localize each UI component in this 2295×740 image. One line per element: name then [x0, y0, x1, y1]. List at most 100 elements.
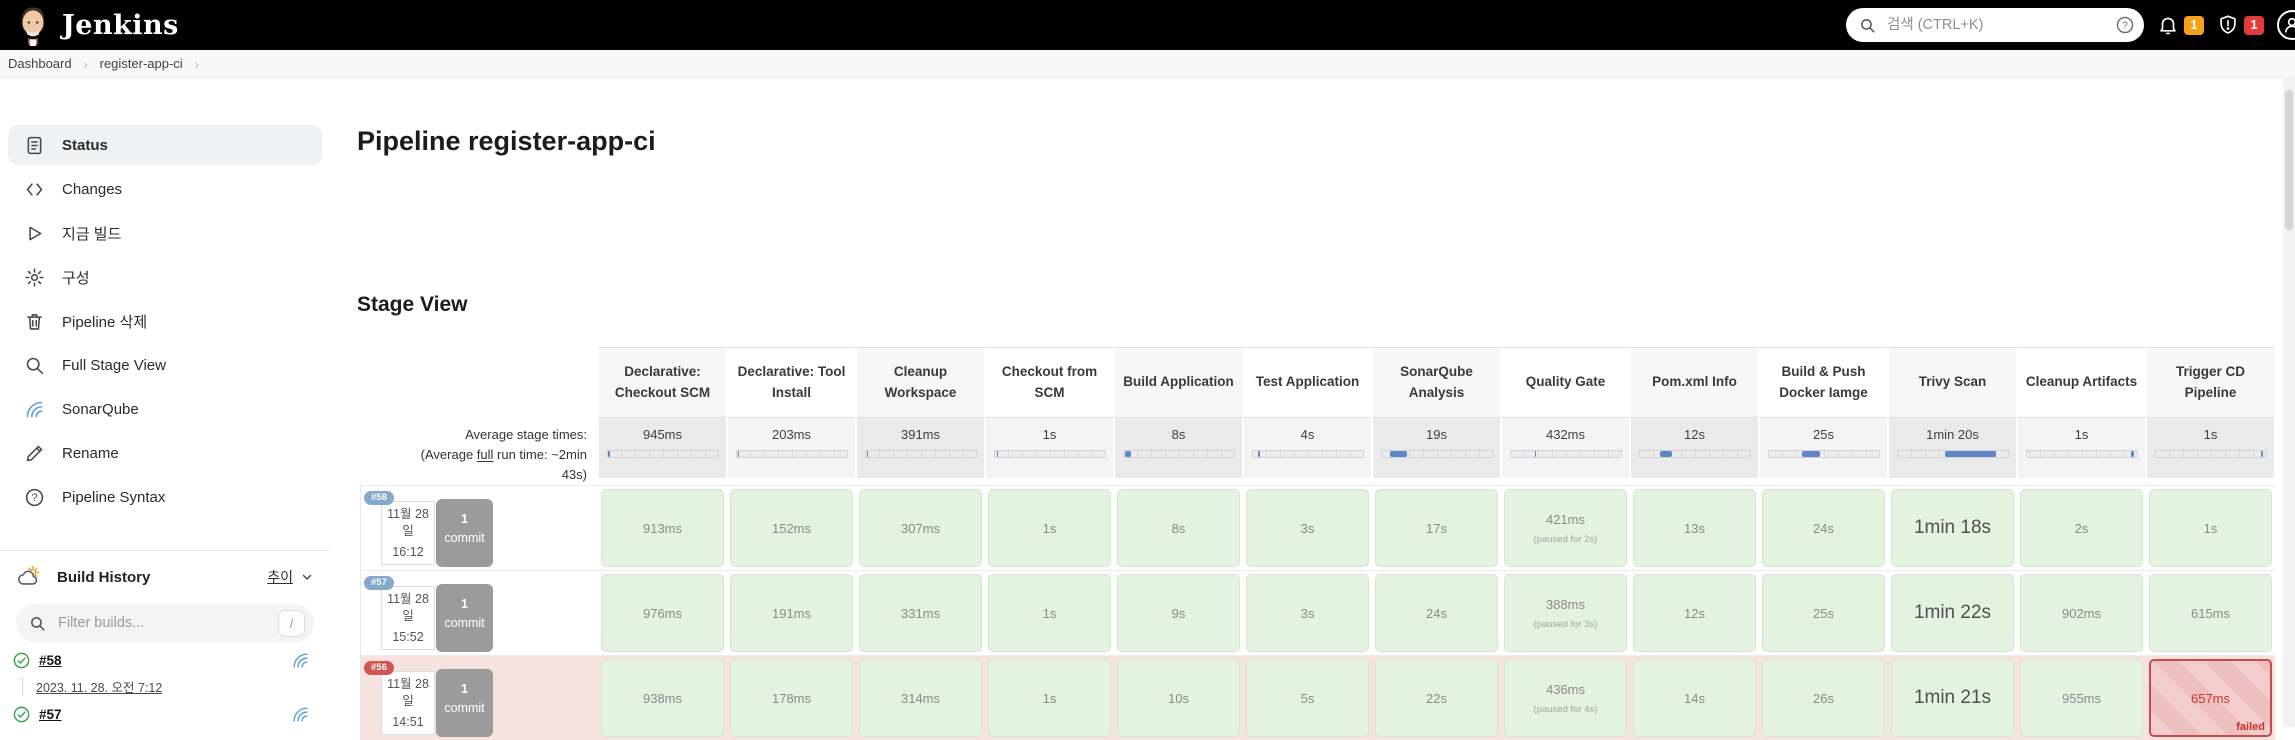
security-shield-icon[interactable] [2217, 14, 2239, 36]
stage-result-success[interactable]: 13s [1633, 489, 1756, 568]
stage-result-success[interactable]: 314ms [859, 659, 982, 738]
sonarqube-wave-icon[interactable] [291, 651, 310, 670]
trend-dropdown[interactable]: 추이 [267, 567, 314, 587]
stage-result-success[interactable]: 902ms [2020, 574, 2143, 653]
sidebar-item-trash[interactable]: Pipeline 삭제 [8, 301, 322, 341]
stage-result-success[interactable]: 1min 22s [1891, 574, 2014, 653]
average-value: 1s [1042, 427, 1057, 442]
commit-box[interactable]: 1 commit [436, 499, 493, 568]
stage-result-success[interactable]: 3s [1246, 489, 1369, 568]
search-input[interactable] [1885, 16, 2106, 34]
sonarqube-wave-icon[interactable] [291, 705, 310, 724]
breadcrumb-item[interactable]: Dashboard [8, 56, 72, 71]
stage-result-success[interactable]: 2s [2020, 489, 2143, 568]
build-date: 11월 28일 [387, 677, 429, 709]
stage-result-success[interactable]: 26s [1762, 659, 1885, 738]
vertical-scrollbar[interactable] [2283, 78, 2295, 727]
jenkins-logo[interactable]: Jenkins [16, 4, 179, 46]
stage-cell: 9s [1114, 571, 1243, 655]
stage-result-success[interactable]: 1s [988, 574, 1111, 653]
stage-result-success[interactable]: 1s [2149, 489, 2272, 568]
stage-result-success[interactable]: 1min 21s [1891, 659, 2014, 738]
sidebar-item-search[interactable]: Full Stage View [8, 345, 322, 385]
stage-cell: 22s [1372, 656, 1501, 740]
stage-result-success[interactable]: 9s [1117, 574, 1240, 653]
stage-result-success[interactable]: 388ms (paused for 3s) [1504, 574, 1627, 653]
notifications-bell-icon[interactable] [2157, 14, 2179, 36]
notification-count-badge[interactable]: 1 [2184, 15, 2204, 35]
scrollbar-thumb[interactable] [2285, 90, 2293, 230]
top-navigation-bar: Jenkins ? 1 1 [0, 0, 2295, 50]
stage-column-header: Trivy Scan [1887, 347, 2016, 418]
sidebar-item-pencil[interactable]: Rename [8, 433, 322, 473]
stage-cell: 17s [1372, 486, 1501, 570]
svg-text:?: ? [2122, 20, 2128, 31]
build-link[interactable]: #58 [39, 653, 62, 668]
stage-result-success[interactable]: 191ms [730, 574, 853, 653]
average-stage-time-cell: 203ms [726, 418, 855, 478]
stage-result-success[interactable]: 938ms [601, 659, 724, 738]
stage-result-success[interactable]: 1s [988, 489, 1111, 568]
breadcrumb-item[interactable]: register-app-ci [99, 56, 183, 71]
build-number-badge[interactable]: #56 [364, 661, 394, 676]
user-avatar[interactable] [2277, 10, 2295, 40]
build-link[interactable]: #57 [39, 707, 62, 722]
stage-result-success[interactable]: 14s [1633, 659, 1756, 738]
stage-result-success[interactable]: 17s [1375, 489, 1498, 568]
stage-result-success[interactable]: 152ms [730, 489, 853, 568]
stage-timing-bar-fill [737, 451, 739, 457]
stage-duration: 10s [1168, 690, 1189, 706]
stage-result-success[interactable]: 12s [1633, 574, 1756, 653]
stage-view-table: Declarative: Checkout SCM Declarative: To… [360, 347, 2275, 740]
stage-result-success[interactable]: 1min 18s [1891, 489, 2014, 568]
filter-builds-input[interactable] [56, 614, 268, 632]
sidebar-item-question[interactable]: ? Pipeline Syntax [8, 477, 322, 517]
stage-result-success[interactable]: 331ms [859, 574, 982, 653]
commit-box[interactable]: 1 commit [436, 584, 493, 653]
stage-result-success[interactable]: 3s [1246, 574, 1369, 653]
sidebar-item-code[interactable]: Changes [8, 169, 322, 209]
stage-result-success[interactable]: 421ms (paused for 2s) [1504, 489, 1627, 568]
stage-result-success[interactable]: 307ms [859, 489, 982, 568]
stage-cell: 24s [1759, 486, 1888, 570]
stage-result-success[interactable]: 10s [1117, 659, 1240, 738]
build-date-box[interactable]: 11월 28일 16:12 [381, 501, 435, 566]
filter-builds[interactable]: / [16, 604, 314, 642]
stage-result-success[interactable]: 178ms [730, 659, 853, 738]
build-timestamp-link[interactable]: 2023. 11. 28. 오전 7:12 [36, 681, 163, 695]
stage-column-header: Quality Gate [1500, 347, 1629, 418]
stage-result-success[interactable]: 615ms [2149, 574, 2272, 653]
global-search[interactable]: ? [1846, 8, 2144, 42]
success-check-icon [12, 651, 31, 670]
sidebar-item-waves[interactable]: SonarQube [8, 389, 322, 429]
build-date-box[interactable]: 11월 28일 15:52 [381, 586, 435, 651]
stage-timing-bar-fill [1534, 451, 1537, 457]
stage-result-success[interactable]: 976ms [601, 574, 724, 653]
stage-result-success[interactable]: 25s [1762, 574, 1885, 653]
stage-result-success[interactable]: 24s [1375, 574, 1498, 653]
sidebar-item-gear[interactable]: 구성 [8, 257, 322, 297]
build-date-box[interactable]: 11월 28일 14:51 [381, 671, 435, 736]
stage-result-success[interactable]: 5s [1246, 659, 1369, 738]
search-help-icon[interactable]: ? [2115, 15, 2135, 35]
sidebar-item-label: 구성 [62, 269, 90, 287]
commit-box[interactable]: 1 commit [436, 669, 493, 738]
build-number-badge[interactable]: #58 [364, 491, 394, 506]
stage-result-failed[interactable]: 657ms failed [2149, 659, 2272, 738]
stage-result-success[interactable]: 913ms [601, 489, 724, 568]
stage-duration: 314ms [900, 690, 941, 706]
security-count-badge[interactable]: 1 [2244, 15, 2264, 35]
stage-cell: 14s [1630, 656, 1759, 740]
stage-result-success[interactable]: 955ms [2020, 659, 2143, 738]
sidebar-item-status[interactable]: Status [8, 125, 322, 165]
stage-result-success[interactable]: 8s [1117, 489, 1240, 568]
stage-result-success[interactable]: 436ms (paused for 4s) [1504, 659, 1627, 738]
stage-result-success[interactable]: 1s [988, 659, 1111, 738]
sidebar-item-play[interactable]: 지금 빌드 [8, 213, 322, 253]
stage-result-success[interactable]: 22s [1375, 659, 1498, 738]
stage-column-header: Declarative: Tool Install [726, 347, 855, 418]
stage-result-success[interactable]: 24s [1762, 489, 1885, 568]
stage-cell: 388ms (paused for 3s) [1501, 571, 1630, 655]
stage-column-header: Declarative: Checkout SCM [597, 347, 726, 418]
build-number-badge[interactable]: #57 [364, 576, 394, 591]
